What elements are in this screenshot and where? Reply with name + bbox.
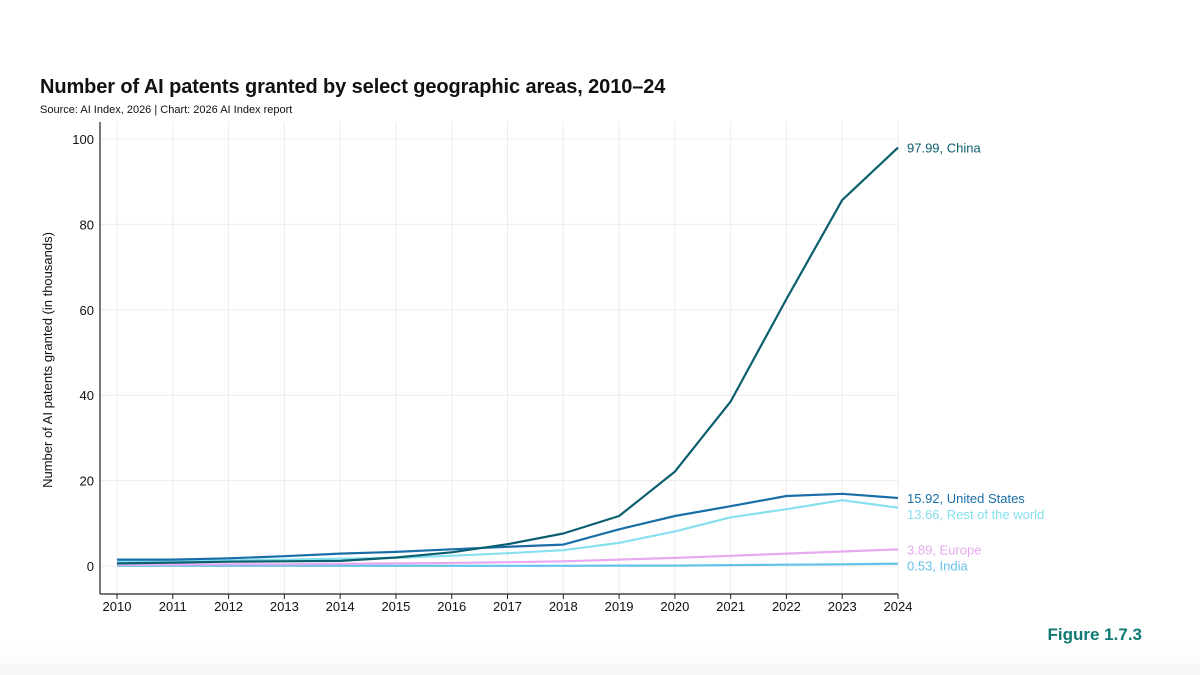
axes: 0 20 40 60 80 100 2010 2011 2012 2013 2014 2015 2016…	[40, 122, 912, 614]
x-tick-label: 2024	[884, 599, 913, 614]
end-label-rest-of-the-world: 13.66, Rest of the world	[907, 507, 1044, 522]
y-axis-label: Number of AI patents granted (in thousan…	[40, 232, 55, 488]
x-tick-label: 2021	[716, 599, 745, 614]
series-line-rest-of-the-world	[116, 499, 899, 563]
x-tick-label: 2014	[326, 599, 355, 614]
x-tick-label: 2023	[828, 599, 857, 614]
end-label-united-states: 15.92, United States	[907, 491, 1025, 506]
y-tick-label: 40	[80, 388, 94, 403]
x-tick-label: 2015	[381, 599, 410, 614]
y-tick-label: 20	[80, 474, 94, 489]
series-line-china	[116, 146, 899, 565]
y-tick-label: 0	[87, 559, 94, 574]
x-tick-label: 2011	[159, 599, 187, 614]
end-label-china: 97.99, China	[907, 141, 981, 156]
x-tick-label: 2016	[437, 599, 466, 614]
y-tick-label: 80	[80, 217, 94, 232]
series-line-united-states	[117, 492, 899, 561]
x-tick-label: 2012	[214, 599, 243, 614]
series-line-india	[117, 562, 899, 567]
end-label-europe: 3.89, Europe	[907, 542, 981, 557]
grid	[100, 122, 899, 594]
y-tick-label: 60	[80, 303, 94, 318]
x-tick-label: 2022	[772, 599, 801, 614]
figure-label: Figure 1.7.3	[1047, 625, 1142, 644]
y-tick-label: 100	[72, 132, 94, 147]
series-lines	[116, 146, 899, 567]
series-line-europe	[117, 548, 899, 566]
x-tick-label: 2013	[270, 599, 299, 614]
chart-title: Number of AI patents granted by select g…	[40, 76, 666, 98]
end-label-india: 0.53, India	[907, 558, 968, 573]
bottom-fade	[0, 645, 1200, 675]
x-tick-label: 2019	[605, 599, 634, 614]
chart-subtitle: Source: AI Index, 2026 | Chart: 2026 AI …	[40, 104, 293, 116]
x-tick-label: 2018	[549, 599, 578, 614]
x-tick-label: 2017	[493, 599, 522, 614]
x-tick-label: 2020	[660, 599, 689, 614]
x-tick-label: 2010	[103, 599, 132, 614]
